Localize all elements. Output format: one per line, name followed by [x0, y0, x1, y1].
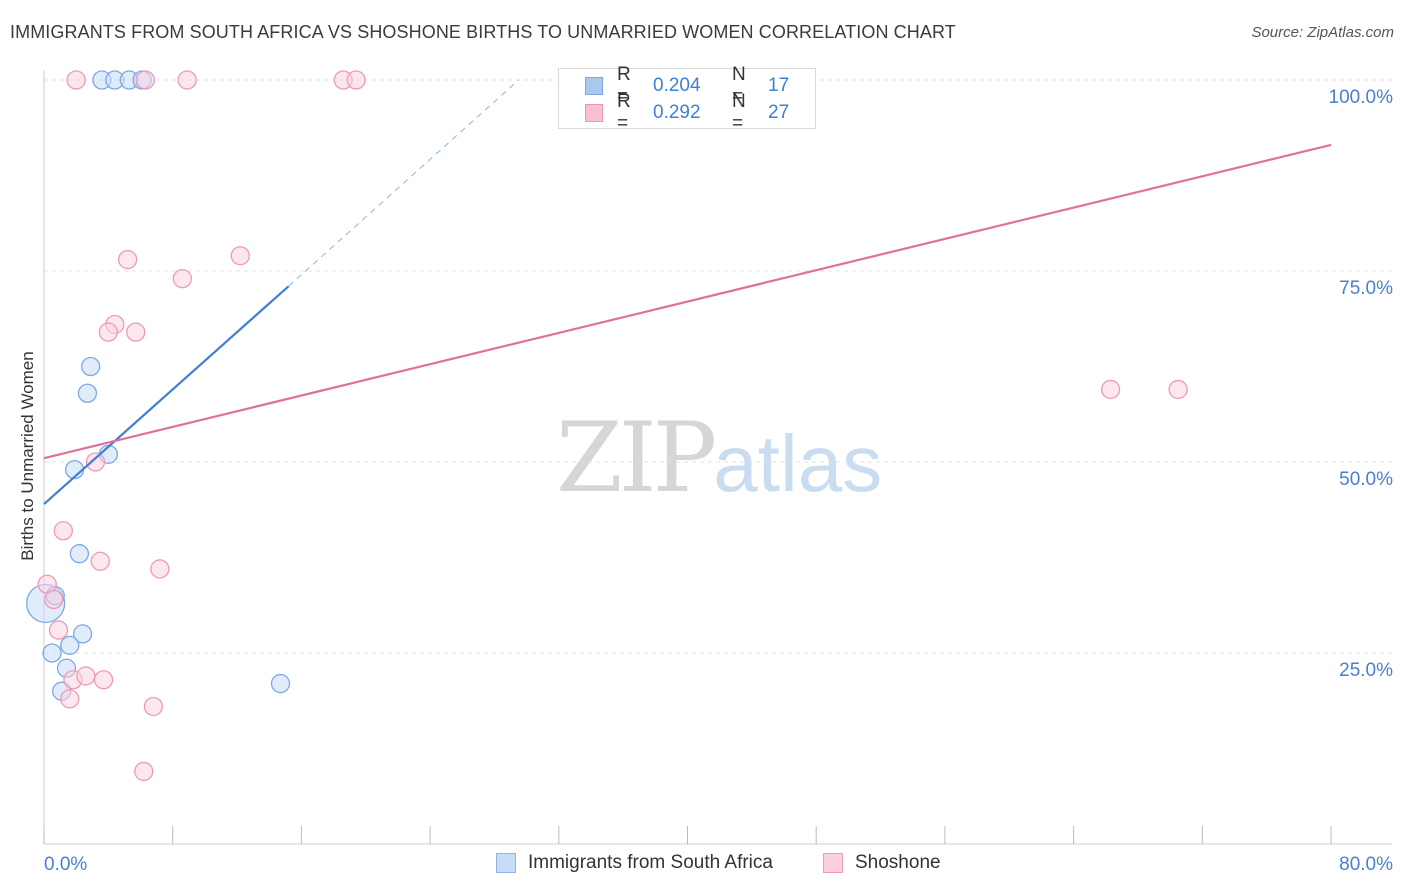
- point-shoshone: [48, 620, 69, 640]
- point-shoshone: [98, 322, 118, 342]
- point-shoshone: [44, 589, 64, 610]
- point-shoshone: [1168, 379, 1188, 400]
- trendline-south-africa-extension: [288, 79, 519, 287]
- source-label: Source: ZipAtlas.com: [1251, 24, 1394, 41]
- point-shoshone: [76, 666, 96, 686]
- y-tick-label: 50.0%: [1339, 469, 1393, 490]
- r-value: 0.292: [653, 102, 701, 123]
- point-shoshone: [126, 322, 146, 342]
- y-tick-label: 25.0%: [1339, 660, 1393, 681]
- point-shoshone: [346, 70, 366, 90]
- point-south-africa: [60, 635, 80, 656]
- point-shoshone: [143, 696, 164, 717]
- point-south-africa: [270, 673, 291, 694]
- legend-swatch-pink: [823, 853, 843, 873]
- point-shoshone: [90, 551, 110, 571]
- legend-swatch-blue: [496, 853, 516, 873]
- point-shoshone: [177, 70, 197, 90]
- point-shoshone: [118, 249, 138, 270]
- legend-swatch-pink: [585, 104, 603, 122]
- point-south-africa: [77, 383, 98, 403]
- legend-item-south-africa[interactable]: Immigrants from South Africa: [496, 852, 773, 874]
- watermark-atlas: atlas: [713, 419, 883, 508]
- legend-swatch-blue: [585, 77, 603, 95]
- point-shoshone: [134, 761, 154, 782]
- point-shoshone: [53, 521, 73, 541]
- y-tick-label: 75.0%: [1339, 278, 1393, 299]
- legend-item-shoshone[interactable]: Shoshone: [823, 852, 941, 874]
- r-label: R =: [617, 64, 631, 107]
- watermark: ZIPatlas: [556, 402, 882, 514]
- point-south-africa: [81, 356, 101, 377]
- point-shoshone: [150, 559, 170, 579]
- watermark-zip: ZIP: [556, 402, 717, 514]
- n-value: 27: [768, 102, 790, 123]
- trendline-shoshone: [43, 143, 1332, 460]
- n-label: N =: [732, 91, 746, 134]
- y-tick-label: 100.0%: [1329, 87, 1394, 108]
- r-label: R =: [617, 91, 631, 134]
- legend-label: Shoshone: [855, 852, 941, 873]
- point-south-africa: [42, 643, 62, 663]
- point-shoshone: [66, 70, 86, 90]
- point-shoshone: [85, 452, 106, 472]
- trendline-south-africa: [43, 285, 290, 505]
- n-value: 17: [768, 75, 790, 96]
- point-shoshone: [93, 670, 114, 690]
- point-shoshone: [230, 246, 250, 266]
- x-tick-label: 80.0%: [1339, 854, 1393, 875]
- legend-label: Immigrants from South Africa: [528, 852, 773, 873]
- n-label: N =: [732, 64, 746, 107]
- point-south-africa: [69, 544, 90, 564]
- point-shoshone: [135, 70, 156, 90]
- point-shoshone: [1100, 379, 1121, 400]
- series-legend: Immigrants from South Africa Shoshone: [0, 852, 1406, 878]
- stats-legend: R = 0.204 N = 17 R = 0.292 N = 27: [558, 64, 816, 134]
- r-value: 0.204: [653, 75, 701, 96]
- x-tick-label: 0.0%: [44, 854, 87, 875]
- point-shoshone: [172, 268, 193, 289]
- point-south-africa: [72, 624, 93, 644]
- chart-title: IMMIGRANTS FROM SOUTH AFRICA VS SHOSHONE…: [10, 22, 956, 42]
- point-shoshone: [60, 689, 80, 709]
